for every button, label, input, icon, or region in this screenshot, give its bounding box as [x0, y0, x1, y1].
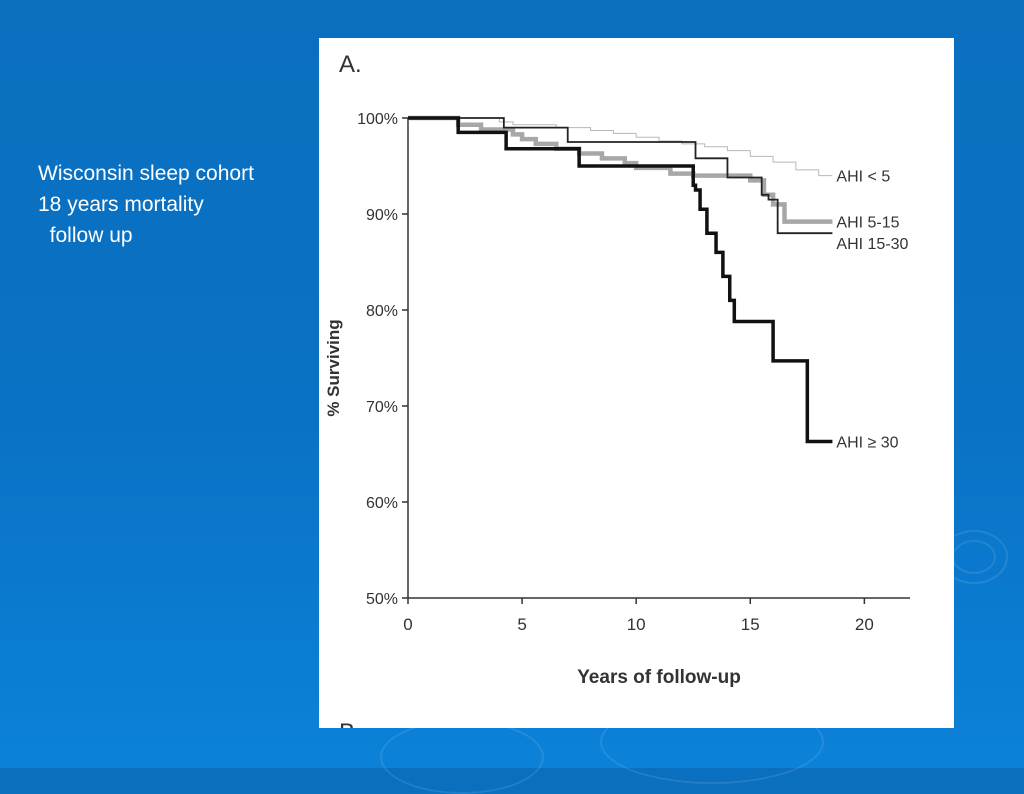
- series-line-2: [408, 117, 833, 235]
- chart-panel: A. B. 50% 60% 70% 80% 90% 100% 0 5 10 15 20 AHI < …: [319, 38, 954, 728]
- y-tick-label: 60%: [366, 495, 398, 512]
- caption-line-3: follow up: [38, 224, 133, 247]
- caption-line-2: 18 years mortality: [38, 193, 204, 216]
- y-tick-label: 80%: [366, 303, 398, 320]
- caption-line-1: Wisconsin sleep cohort: [38, 162, 254, 185]
- next-panel-label: B.: [339, 719, 362, 728]
- series-labels: AHI < 5 AHI 5-15 AHI 15-30 AHI ≥ 30: [836, 169, 908, 452]
- x-tick-label: 0: [403, 615, 412, 634]
- y-tick-label: 90%: [366, 207, 398, 224]
- y-tick-label: 70%: [366, 399, 398, 416]
- survival-chart: A. B. 50% 60% 70% 80% 90% 100% 0 5 10 15 20 AHI < …: [324, 51, 910, 728]
- slide-caption: Wisconsin sleep cohort 18 years mortalit…: [38, 158, 254, 251]
- x-tick-label: 15: [741, 615, 760, 634]
- series-label: AHI 5-15: [836, 215, 899, 232]
- series-label: AHI < 5: [836, 169, 890, 186]
- ripple-decoration: [380, 720, 544, 794]
- series-line-3: [408, 116, 833, 444]
- y-tick-label: 50%: [366, 591, 398, 608]
- series-label: AHI 15-30: [836, 236, 908, 253]
- y-axis-label: % Surviving: [324, 319, 343, 416]
- series-layer: [408, 115, 833, 444]
- x-tick-label: 5: [517, 615, 526, 634]
- series-line-1: [408, 115, 833, 224]
- series-line-0: [408, 117, 833, 177]
- y-tick-label: 100%: [357, 111, 398, 128]
- x-tick-label: 20: [855, 615, 874, 634]
- panel-label: A.: [339, 51, 362, 78]
- series-label: AHI ≥ 30: [836, 435, 898, 452]
- x-tick-label: 10: [627, 615, 646, 634]
- axes: 50% 60% 70% 80% 90% 100% 0 5 10 15 20: [357, 111, 910, 634]
- x-axis-label: Years of follow-up: [577, 667, 741, 688]
